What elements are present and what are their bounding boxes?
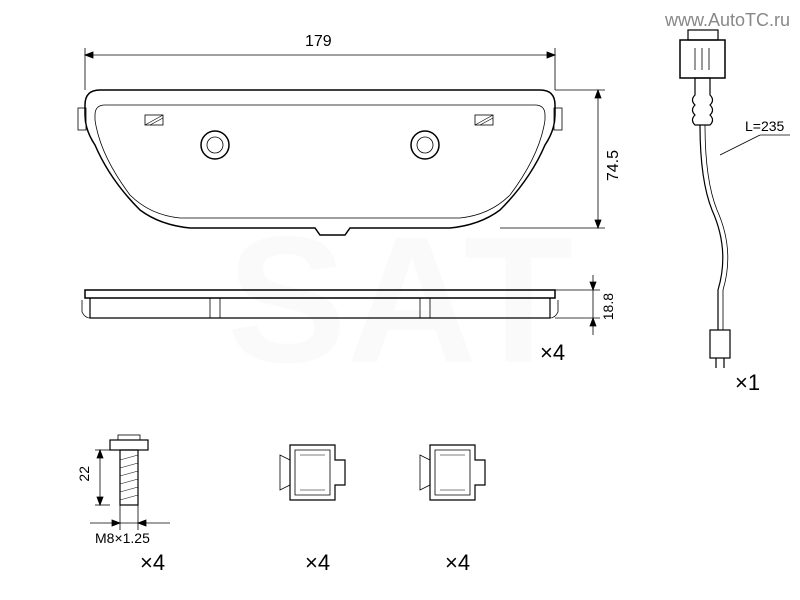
dim-thickness [555,275,600,335]
clip-1 [280,445,345,500]
brake-pad-front [78,90,562,235]
watermark-url: www.AutoTC.ru [665,10,790,31]
dim-width [85,48,555,90]
dim-bolt-thread [90,505,170,530]
clip-2 [420,445,485,500]
wire-sensor [680,30,790,368]
dim-height [500,90,605,228]
brake-pad-side [82,290,558,318]
drawing-container: SAT www.AutoTC.ru [0,0,800,600]
technical-drawing [0,0,800,600]
bolt [110,435,148,505]
dim-bolt-len [95,450,110,505]
